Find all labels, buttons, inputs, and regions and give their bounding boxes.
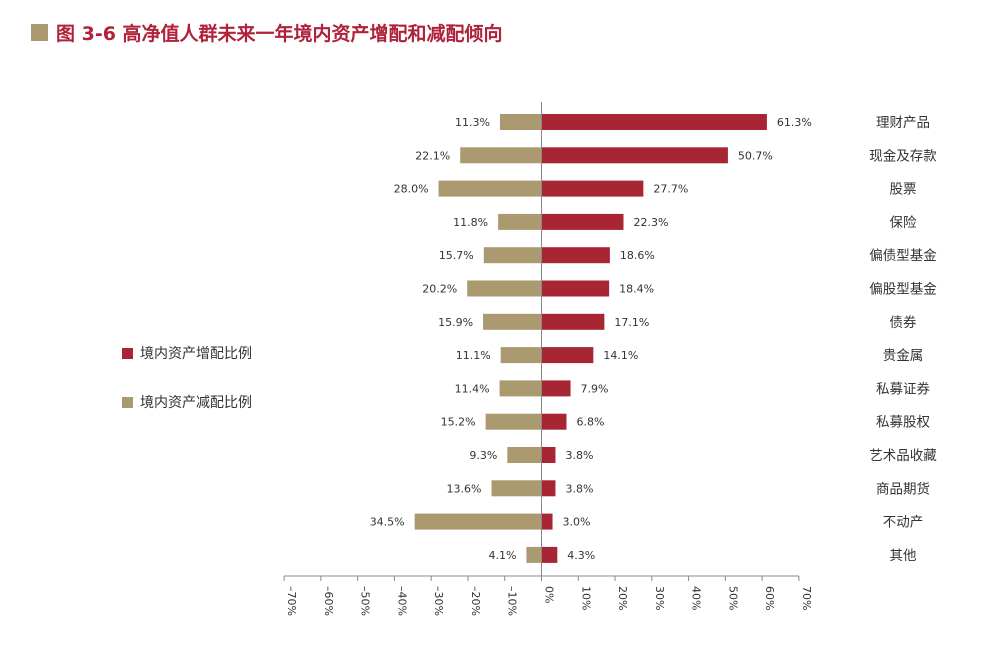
x-tick-label: –10% — [506, 586, 519, 616]
legend-item-increase: 境内资产增配比例 — [122, 343, 252, 363]
bar-decrease — [499, 114, 542, 130]
category-label: 现金及存款 — [869, 148, 937, 164]
x-tick-label: 0% — [543, 586, 556, 603]
bar-decrease — [526, 546, 542, 563]
value-label-decrease: 15.2% — [441, 416, 476, 429]
category-label: 偏股型基金 — [869, 281, 937, 298]
x-tick-label: 50% — [726, 586, 739, 610]
bar-decrease — [483, 313, 542, 330]
bar-increase — [541, 447, 556, 463]
bar-decrease — [467, 280, 542, 297]
value-label-decrease: 11.3% — [455, 116, 490, 129]
category-label: 偏债型基金 — [869, 247, 937, 264]
legend-label-decrease: 境内资产减配比例 — [140, 395, 252, 411]
value-label-increase: 3.8% — [565, 482, 593, 495]
bar-increase — [541, 247, 610, 264]
category-label: 保险 — [890, 215, 918, 231]
value-label-increase: 6.8% — [577, 416, 605, 429]
category-label: 私募证券 — [876, 381, 930, 397]
x-tick-label: –40% — [395, 586, 408, 616]
value-label-decrease: 28.0% — [394, 183, 429, 196]
value-label-decrease: 11.4% — [455, 382, 490, 395]
bar-decrease — [438, 180, 542, 197]
bar-decrease — [483, 247, 542, 264]
bar-increase — [541, 513, 553, 530]
value-label-decrease: 11.8% — [453, 216, 488, 229]
bar-increase — [541, 180, 644, 197]
legend-label-increase: 境内资产增配比例 — [140, 346, 252, 362]
legend-item-decrease: 境内资产减配比例 — [122, 392, 252, 412]
value-label-increase: 3.8% — [565, 449, 593, 462]
chart-title-bar: 图 3-6 高净值人群未来一年境内资产增配和减配倾向 — [31, 18, 503, 46]
legend-swatch-increase — [122, 347, 133, 359]
value-label-increase: 27.7% — [653, 183, 688, 196]
value-label-decrease: 13.6% — [447, 482, 482, 495]
category-label: 理财产品 — [876, 115, 930, 131]
bar-decrease — [460, 147, 542, 164]
value-label-decrease: 22.1% — [415, 149, 450, 162]
value-label-decrease: 15.7% — [439, 249, 474, 262]
bar-increase — [541, 147, 728, 164]
category-label: 艺术品收藏 — [869, 448, 937, 464]
category-label: 其他 — [890, 548, 917, 564]
value-label-increase: 4.3% — [567, 549, 595, 562]
value-label-decrease: 9.3% — [469, 449, 497, 462]
value-label-increase: 50.7% — [738, 149, 773, 162]
x-tick-label: 30% — [653, 586, 666, 610]
x-tick-label: 60% — [763, 586, 776, 610]
value-label-increase: 18.6% — [620, 249, 655, 262]
value-label-increase: 18.4% — [619, 283, 654, 296]
bar-increase — [541, 380, 571, 397]
value-label-decrease: 4.1% — [488, 549, 516, 562]
value-label-increase: 17.1% — [614, 316, 649, 329]
value-label-increase: 3.0% — [563, 516, 591, 529]
legend-swatch-decrease — [122, 396, 133, 408]
value-label-increase: 22.3% — [633, 216, 668, 229]
x-tick-label: 10% — [579, 586, 592, 610]
value-label-increase: 7.9% — [581, 382, 609, 395]
value-label-decrease: 34.5% — [370, 516, 405, 529]
category-label: 贵金属 — [883, 348, 924, 364]
bar-increase — [541, 213, 624, 230]
value-label-decrease: 15.9% — [438, 316, 473, 329]
bar-decrease — [499, 380, 542, 397]
value-label-decrease: 20.2% — [422, 283, 457, 296]
x-tick-label: 40% — [690, 586, 703, 610]
chart-title: 图 3-6 高净值人群未来一年境内资产增配和减配倾向 — [56, 22, 503, 45]
bar-increase — [541, 480, 556, 497]
bar-increase — [541, 347, 594, 364]
x-tick-label: –20% — [469, 586, 482, 616]
category-label: 私募股权 — [876, 414, 930, 431]
bar-decrease — [414, 513, 542, 530]
title-marker — [31, 23, 48, 41]
x-tick-label: –70% — [285, 586, 298, 616]
bar-decrease — [498, 213, 542, 230]
value-label-decrease: 11.1% — [456, 349, 491, 362]
category-label: 不动产 — [883, 515, 924, 531]
x-tick-label: –50% — [359, 586, 372, 616]
bar-increase — [541, 280, 610, 297]
category-label: 商品期货 — [876, 480, 930, 497]
x-tick-label: 70% — [800, 586, 813, 610]
bar-increase — [541, 114, 767, 130]
bar-decrease — [500, 347, 542, 364]
bar-decrease — [491, 480, 542, 497]
category-label: 债券 — [890, 315, 918, 331]
bar-decrease — [485, 413, 542, 430]
bar-increase — [541, 413, 567, 430]
bar-increase — [541, 313, 605, 330]
bar-increase — [541, 546, 558, 563]
value-label-increase: 14.1% — [603, 349, 638, 362]
value-label-increase: 61.3% — [777, 116, 812, 129]
x-tick-label: 20% — [616, 586, 629, 610]
x-tick-label: –30% — [432, 586, 445, 616]
category-label: 股票 — [890, 182, 917, 198]
bar-decrease — [507, 447, 542, 463]
x-tick-label: –60% — [322, 586, 335, 616]
